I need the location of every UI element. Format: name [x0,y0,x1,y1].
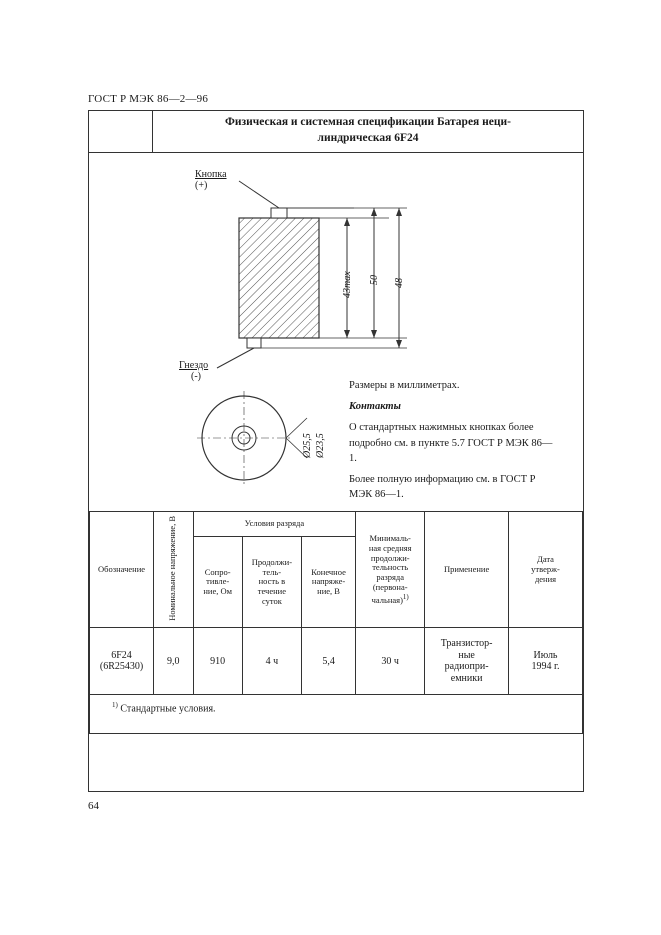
title-line-1: Физическая и системная спецификации Бата… [225,116,511,128]
cell-duration: 4 ч [242,628,301,695]
dim-dia255: Ø25,5 [302,433,313,458]
title-stub [89,111,152,153]
note-units: Размеры в миллиметрах. [349,378,559,393]
note-contacts-header: Контакты [349,399,559,414]
page-frame: Физическая и системная спецификации Бата… [88,110,584,792]
dim-dia235: Ø23,5 [315,433,326,458]
cell-approval: Июль 1994 г. [509,628,583,695]
th-application: Применение [425,512,509,628]
label-knopka-sign: (+) [195,180,207,191]
th-designation: Обозначение [90,512,154,628]
spec-title: Физическая и системная спецификации Бата… [152,111,583,153]
th-discharge-group: Условия разряда [193,512,356,537]
cell-application: Транзистор- ные радиопри- емники [425,628,509,695]
note-contacts-1: О стандартных нажимных кнопках более под… [349,420,559,466]
dim-48: 48 [394,278,405,288]
page-number: 64 [88,800,99,812]
th-min-duration: Минималь- ная средняя продолжи- тельност… [356,512,425,628]
label-gnezdo-sign: (-) [179,371,201,382]
footnote-marker: 1) [112,701,118,709]
table-header-row-1: Обозначение Номинальное напряжение, В Ус… [90,512,583,537]
doc-header: ГОСТ Р МЭК 86—2—96 [88,93,208,105]
note-contacts-2: Более полную информацию см. в ГОСТ Р МЭК… [349,472,559,502]
th-duration: Продолжи- тель- ность в течение суток [242,537,301,628]
th-approval: Дата утверж- дения [509,512,583,628]
footnote-text: Стандартные условия. [120,704,215,715]
cell-end-voltage: 5,4 [301,628,355,695]
th-voltage: Номинальное напряжение, В [154,512,193,628]
th-resistance: Сопро- тивле- ние, Ом [193,537,242,628]
footnote-cell: 1) Стандартные условия. [90,695,583,734]
table-footnote-row: 1) Стандартные условия. [90,695,583,734]
cell-designation: 6F24 (6R25430) [90,628,154,695]
cell-voltage: 9,0 [154,628,193,695]
label-knopka: Кнопка [195,169,227,180]
drawing-area: Кнопка (+) Гнездо (-) 43max 50 48 Ø25,5 … [89,153,583,511]
cell-min-duration: 30 ч [356,628,425,695]
dim-50: 50 [369,275,380,285]
table-row: 6F24 (6R25430) 9,0 910 4 ч 5,4 30 ч Тран… [90,628,583,695]
spec-table-wrapper: Обозначение Номинальное напряжение, В Ус… [89,511,583,734]
th-end-voltage: Конечное напряже- ние, В [301,537,355,628]
spec-table: Обозначение Номинальное напряжение, В Ус… [89,511,583,734]
th-voltage-text: Номинальное напряжение, В [168,514,178,623]
cell-resistance: 910 [193,628,242,695]
title-line-2: линдрическая 6F24 [318,132,419,144]
label-gnezdo: Гнездо [179,360,208,371]
dim-43max: 43max [342,271,353,298]
notes-block: Размеры в миллиметрах. Контакты О станда… [349,378,559,509]
footnote-marker-hdr: 1) [403,593,409,601]
